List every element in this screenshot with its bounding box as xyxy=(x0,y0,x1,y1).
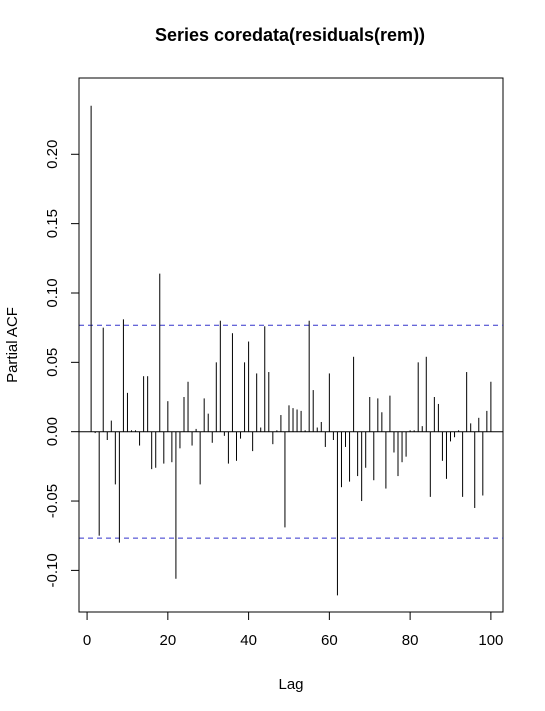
plot-layer xyxy=(79,105,503,596)
y-tick-label: -0.05 xyxy=(44,484,61,518)
x-axis: 0 20 40 60 80 100 xyxy=(83,611,503,649)
chart-title: Series coredata(residuals(rem)) xyxy=(155,25,425,45)
y-axis-label: Partial ACF xyxy=(4,307,21,383)
x-tick-label: 60 xyxy=(321,632,338,649)
y-tick-label: 0.20 xyxy=(44,140,61,169)
x-tick-label: 0 xyxy=(83,632,91,649)
y-tick-label: -0.10 xyxy=(44,553,61,587)
y-tick-label: 0.15 xyxy=(44,209,61,238)
y-axis: -0.10 -0.05 0.00 0.05 0.10 0.15 0.20 xyxy=(44,140,80,587)
x-tick-label: 80 xyxy=(402,632,419,649)
x-tick-label: 40 xyxy=(240,632,257,649)
x-tick-label: 20 xyxy=(159,632,176,649)
x-tick-label: 100 xyxy=(478,632,503,649)
plot-frame xyxy=(78,77,504,613)
y-tick-label: 0.10 xyxy=(44,278,61,307)
x-axis-label: Lag xyxy=(278,676,303,693)
y-tick-label: 0.00 xyxy=(44,417,61,446)
y-tick-label: 0.05 xyxy=(44,348,61,377)
